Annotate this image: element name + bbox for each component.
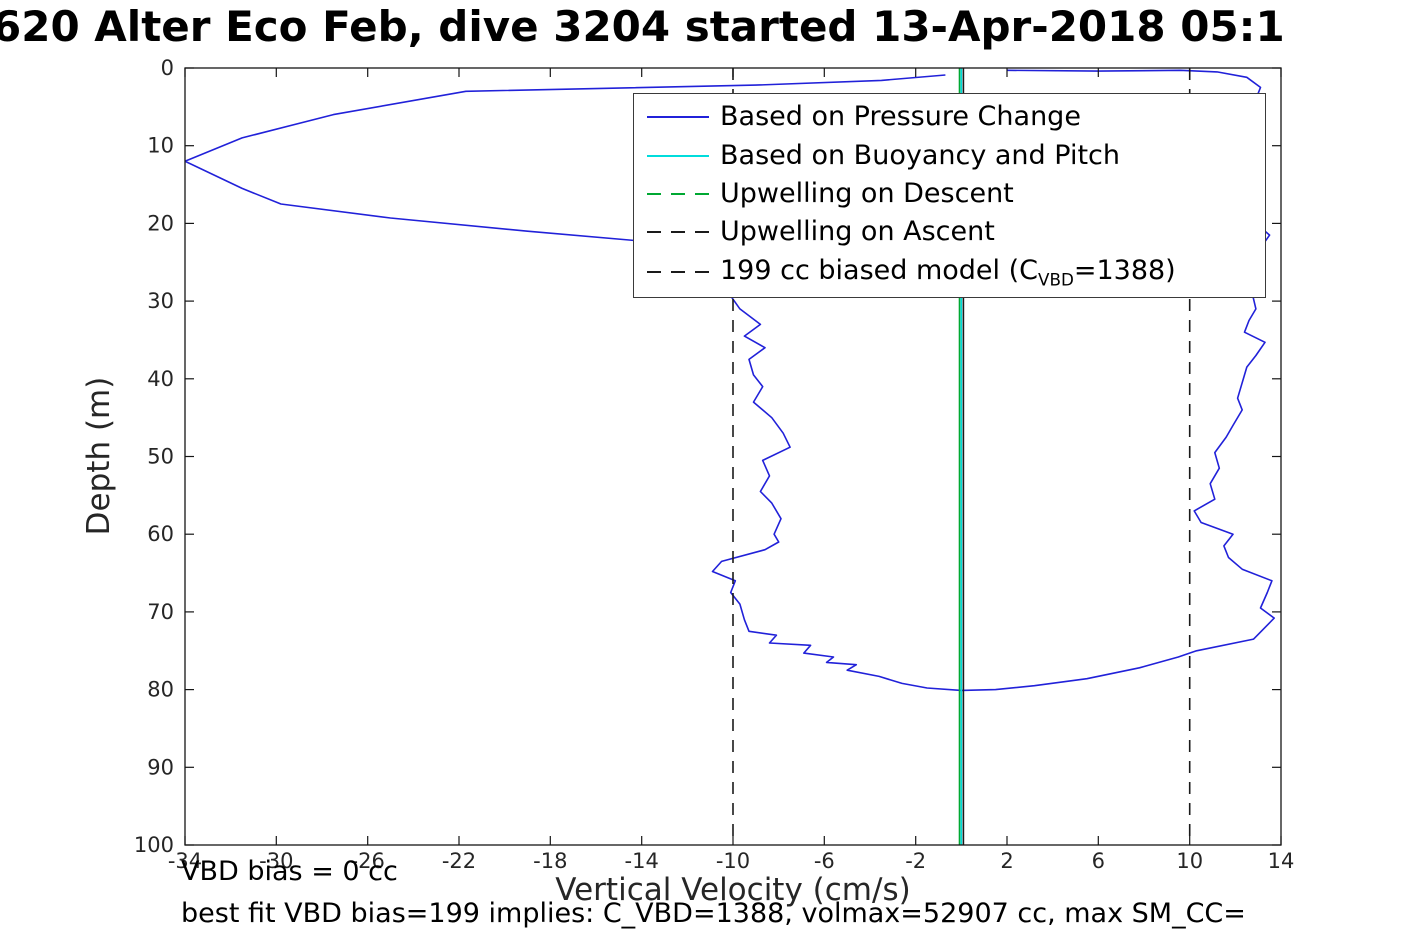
y-tick-label: 100 <box>134 833 174 857</box>
x-tick-label: -6 <box>814 849 835 873</box>
legend-item: 199 cc biased model (CVBD=1388) <box>634 254 1265 290</box>
annotation-vbd-bias: VBD bias = 0 cc <box>181 856 398 887</box>
x-tick-label: 6 <box>1092 849 1105 873</box>
legend-item-label: Upwelling on Ascent <box>720 216 995 248</box>
legend-line-sample <box>647 271 709 274</box>
x-tick-label: -10 <box>716 849 750 873</box>
y-tick-label: 50 <box>147 445 174 469</box>
legend-item-label: 199 cc biased model (CVBD=1388) <box>720 254 1176 290</box>
x-tick-label: -14 <box>625 849 659 873</box>
legend-label-sub: VBD <box>1038 269 1074 290</box>
legend-line-sample <box>647 154 709 157</box>
legend-item: Based on Pressure Change <box>634 102 1265 132</box>
y-tick-label: 70 <box>147 600 174 624</box>
x-tick-label: -18 <box>533 849 567 873</box>
y-tick-label: 10 <box>147 134 174 158</box>
legend-item: Upwelling on Ascent <box>634 217 1265 247</box>
legend-item-label: Based on Buoyancy and Pitch <box>720 139 1120 171</box>
x-tick-label: 2 <box>1000 849 1013 873</box>
y-tick-label: 60 <box>147 522 174 546</box>
legend: Based on Pressure Change Based on Buoyan… <box>633 93 1266 298</box>
legend-label-pre: 199 cc biased model (C <box>720 254 1039 286</box>
y-tick-label: 20 <box>147 211 174 235</box>
x-tick-label: -26 <box>351 849 385 873</box>
legend-item: Based on Buoyancy and Pitch <box>634 141 1265 171</box>
y-tick-label: 80 <box>147 678 174 702</box>
series-based-on-pressure-change <box>185 69 1275 692</box>
x-tick-label: 10 <box>1176 849 1203 873</box>
y-tick-label: 30 <box>147 289 174 313</box>
x-tick-label: -30 <box>259 849 293 873</box>
y-tick-label: 0 <box>161 56 174 80</box>
x-tick-label: -34 <box>168 849 202 873</box>
x-tick-label: 14 <box>1268 849 1295 873</box>
y-axis-label: Depth (m) <box>81 376 117 536</box>
y-tick-label: 40 <box>147 367 174 391</box>
x-tick-label: -2 <box>905 849 926 873</box>
legend-item-label: Based on Pressure Change <box>720 101 1081 133</box>
legend-line-sample <box>647 192 709 195</box>
legend-item: Upwelling on Descent <box>634 179 1265 209</box>
legend-line-sample <box>647 231 709 234</box>
y-tick-label: 90 <box>147 755 174 779</box>
legend-label-post: =1388) <box>1073 254 1176 286</box>
legend-item-label: Upwelling on Descent <box>720 178 1014 210</box>
x-axis-label: Vertical Velocity (cm/s) <box>555 872 911 908</box>
annotation-best-fit: best fit VBD bias=199 implies: C_VBD=138… <box>181 898 1246 929</box>
x-tick-label: -22 <box>442 849 476 873</box>
legend-line-sample <box>647 116 709 119</box>
chart-title: 620 Alter Eco Feb, dive 3204 started 13-… <box>0 2 1285 51</box>
